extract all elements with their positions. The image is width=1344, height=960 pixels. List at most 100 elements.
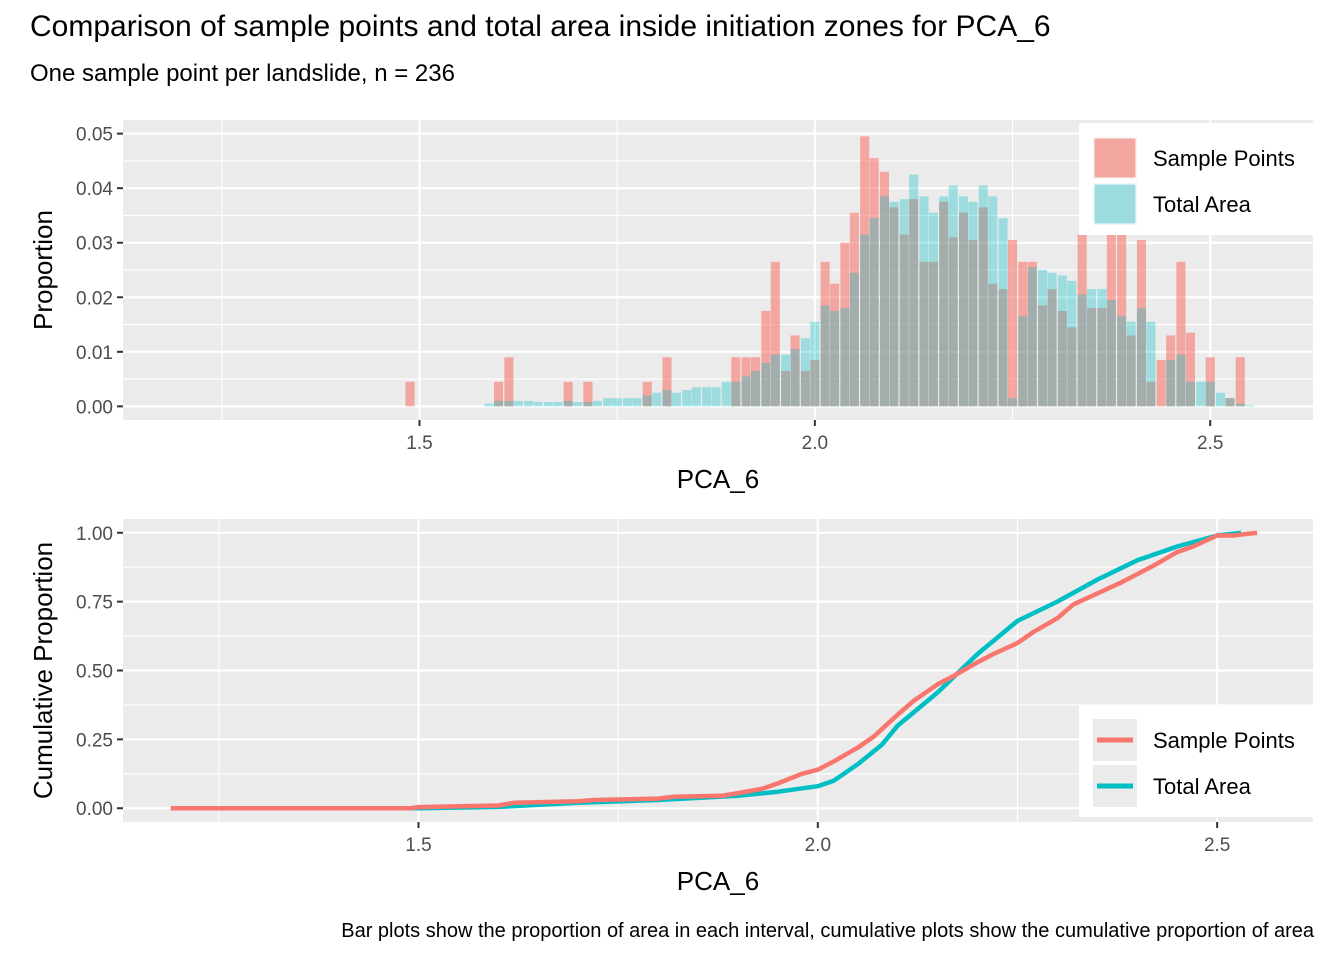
bar-sample-points [1235, 357, 1245, 407]
bar-sample-points [1087, 308, 1097, 407]
bar-total-area [524, 400, 534, 407]
bar-total-area [968, 201, 978, 407]
y-tick-label: 0.01 [76, 343, 113, 364]
x-tick-label: 2.0 [805, 835, 831, 856]
y-axis-title: Proportion [28, 210, 58, 330]
bar-total-area [889, 201, 899, 407]
legend-key-sample-points [1093, 137, 1137, 179]
bar-total-area [741, 376, 751, 407]
x-tick-label: 1.5 [406, 433, 432, 454]
bar-total-area [928, 212, 939, 407]
bar-total-area [1077, 294, 1087, 407]
y-tick-label: 0.03 [76, 234, 113, 255]
bar-total-area [1235, 403, 1245, 407]
bar-total-area [1245, 405, 1255, 407]
bar-sample-points [978, 207, 988, 407]
bar-sample-points [879, 171, 889, 407]
bar-total-area [533, 402, 543, 407]
histogram-panel: 1.5 2.0 2.5 0.00 0.01 0.02 0.03 0.04 0.05 PCA_6 Pr… [28, 120, 1315, 494]
bar-sample-points [563, 381, 573, 407]
bar-sample-points [948, 237, 958, 407]
bar-sample-points [1097, 308, 1107, 407]
bar-sample-points [800, 370, 810, 407]
bar-sample-points [1027, 261, 1037, 407]
bar-sample-points [869, 158, 879, 407]
bar-sample-points [1018, 261, 1028, 407]
bar-total-area [978, 185, 988, 407]
y-tick-label: 1.00 [76, 524, 113, 545]
bar-total-area [721, 381, 731, 407]
bar-total-area [1176, 354, 1186, 407]
bar-sample-points [849, 212, 859, 407]
x-tick-label: 2.0 [802, 433, 828, 454]
bar-sample-points [1106, 234, 1116, 407]
bar-total-area [1205, 381, 1215, 407]
bar-total-area [751, 370, 761, 407]
bar-total-area [632, 398, 642, 407]
bar-sample-points [860, 136, 870, 407]
bar-total-area [770, 354, 780, 407]
bar-sample-points [662, 357, 672, 407]
bar-total-area [1007, 398, 1018, 407]
bar-sample-points [790, 335, 800, 407]
bar-total-area [691, 387, 701, 407]
bar-sample-points [1126, 335, 1136, 407]
bar-sample-points [770, 261, 780, 407]
bar-total-area [810, 321, 820, 407]
y-tick-label: 0.25 [76, 730, 113, 751]
x-axis-title: PCA_6 [677, 464, 759, 494]
bar-total-area [622, 398, 633, 407]
bar-total-area [1136, 308, 1146, 407]
bar-total-area [682, 390, 692, 407]
y-tick-label: 0.02 [76, 288, 113, 309]
bar-total-area [879, 196, 889, 407]
bar-total-area [830, 310, 840, 407]
legend: Sample Points Total Area [1079, 705, 1315, 817]
bar-sample-points [810, 360, 820, 407]
bar-sample-points [1205, 357, 1215, 407]
y-tick-label: 0.05 [76, 125, 113, 146]
bar-total-area [592, 400, 602, 407]
bar-total-area [671, 392, 682, 407]
bar-total-area [662, 390, 672, 407]
bar-sample-points [899, 234, 909, 407]
chart-subtitle: One sample point per landslide, n = 236 [30, 60, 455, 87]
bar-total-area [1018, 316, 1028, 407]
bar-total-area [711, 387, 721, 407]
bar-sample-points [405, 381, 415, 407]
bar-total-area [513, 400, 523, 407]
bar-total-area [1126, 321, 1136, 407]
bar-sample-points [820, 261, 830, 407]
bar-sample-points [998, 289, 1008, 407]
bar-total-area [1106, 300, 1116, 407]
bar-sample-points [1176, 261, 1186, 407]
bar-total-area [1027, 267, 1037, 407]
y-axis-title: Cumulative Proportion [28, 542, 58, 799]
bar-total-area [504, 400, 514, 407]
bar-total-area [701, 387, 712, 407]
x-tick-label: 2.5 [1204, 835, 1230, 856]
bar-sample-points [1146, 381, 1156, 407]
bar-sample-points [1136, 240, 1146, 407]
y-tick-label: 0.04 [76, 179, 113, 200]
bar-sample-points [1077, 234, 1087, 407]
chart-caption: Bar plots show the proportion of area in… [341, 920, 1314, 942]
y-tick-label: 0.50 [76, 662, 113, 683]
bar-total-area [1196, 381, 1206, 407]
bar-total-area [958, 196, 969, 407]
cumulative-panel: 1.5 2.0 2.5 0.00 0.25 0.50 0.75 1.00 PCA_6 Cumula… [28, 519, 1315, 896]
legend-label-sample-points: Sample Points [1153, 146, 1295, 171]
bar-sample-points [840, 242, 850, 407]
legend-label-sample-points: Sample Points [1153, 728, 1295, 753]
bar-total-area [790, 349, 800, 407]
bar-sample-points [919, 261, 929, 407]
bar-total-area [731, 381, 741, 407]
bar-total-area [849, 272, 859, 407]
bar-total-area [919, 196, 929, 407]
bar-sample-points [968, 240, 978, 407]
bar-sample-points [958, 212, 969, 407]
bar-total-area [1215, 392, 1226, 407]
bar-total-area [1166, 360, 1176, 407]
bar-total-area [988, 196, 998, 407]
bar-total-area [652, 392, 662, 407]
